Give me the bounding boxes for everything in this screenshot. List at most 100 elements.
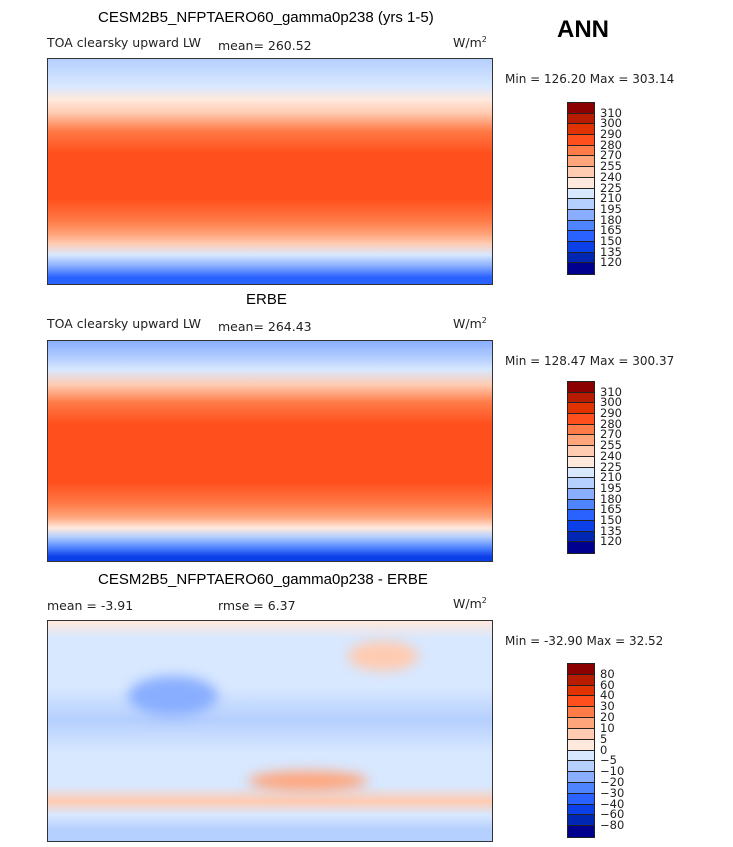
panel2-variable: TOA clearsky upward LW [47, 316, 202, 331]
colorbar-swatch [568, 167, 594, 178]
colorbar-swatch [568, 674, 594, 686]
panel1-title: CESM2B5_NFPTAERO60_gamma0p238 (yrs 1-5) [98, 9, 434, 26]
colorbar-swatch [568, 793, 594, 805]
colorbar-swatch [568, 241, 594, 253]
colorbar-swatch [568, 124, 594, 136]
colorbar-label: 300 [600, 116, 622, 131]
colorbar-swatch [568, 220, 594, 232]
panel3-units: W/m2 [453, 596, 487, 612]
colorbar-label: 165 [600, 223, 622, 238]
colorbar-label: 270 [600, 427, 622, 442]
obs-map [47, 340, 493, 562]
colorbar-swatch [568, 382, 594, 393]
colorbar-label: 20 [600, 710, 615, 725]
colorbar-swatch [568, 488, 594, 500]
colorbar-swatch [568, 467, 594, 479]
colorbar-swatch [568, 696, 594, 708]
colorbar-label: 195 [600, 201, 622, 216]
colorbar-label: −60 [600, 807, 625, 822]
colorbar-label: 280 [600, 137, 622, 152]
colorbar-label: 150 [600, 233, 622, 248]
colorbar-label: −30 [600, 785, 625, 800]
colorbar-label: 310 [600, 105, 622, 120]
colorbar-swatch [568, 664, 594, 675]
panel3-rmse: rmse = 6.37 [218, 598, 296, 613]
colorbar-swatch [568, 446, 594, 457]
panel3-colorbar [567, 663, 595, 838]
colorbar-swatch [568, 728, 594, 740]
panel2-minmax: Min = 128.47 Max = 300.37 [505, 354, 675, 368]
colorbar-swatch [568, 199, 594, 210]
colorbar-label: 180 [600, 491, 622, 506]
colorbar-swatch [568, 103, 594, 114]
colorbar-swatch [568, 542, 594, 553]
colorbar-swatch [568, 414, 594, 425]
difference-map [47, 620, 493, 842]
colorbar-label: 10 [600, 720, 615, 735]
colorbar-swatch [568, 392, 594, 404]
colorbar-label: 80 [600, 666, 615, 681]
colorbar-swatch [568, 478, 594, 489]
colorbar-swatch [568, 815, 594, 827]
colorbar-swatch [568, 750, 594, 762]
panel2-colorbar [567, 381, 595, 554]
colorbar-label: 225 [600, 459, 622, 474]
colorbar-swatch [568, 510, 594, 521]
colorbar-label: 280 [600, 416, 622, 431]
colorbar-label: 225 [600, 180, 622, 195]
panel1-minmax: Min = 126.20 Max = 303.14 [505, 72, 675, 86]
panel3-title: CESM2B5_NFPTAERO60_gamma0p238 - ERBE [98, 571, 428, 588]
colorbar-label: 210 [600, 470, 622, 485]
colorbar-swatch [568, 826, 594, 837]
colorbar-swatch [568, 113, 594, 125]
colorbar-label: 290 [600, 127, 622, 142]
colorbar-label: 210 [600, 191, 622, 206]
panel2-units: W/m2 [453, 316, 487, 332]
colorbar-label: −40 [600, 796, 625, 811]
colorbar-swatch [568, 531, 594, 543]
panel1-colorbar [567, 102, 595, 275]
panel3-mean: mean = -3.91 [47, 598, 134, 613]
colorbar-label: 30 [600, 699, 615, 714]
colorbar-swatch [568, 231, 594, 242]
colorbar-swatch [568, 520, 594, 532]
panel1-variable: TOA clearsky upward LW [47, 35, 202, 50]
colorbar-swatch [568, 804, 594, 816]
colorbar-label: 150 [600, 512, 622, 527]
colorbar-swatch [568, 456, 594, 468]
colorbar-label: 240 [600, 448, 622, 463]
season-label: ANN [557, 16, 609, 43]
colorbar-swatch [568, 424, 594, 436]
colorbar-swatch [568, 435, 594, 447]
colorbar-swatch [568, 252, 594, 264]
colorbar-label: 255 [600, 159, 622, 174]
colorbar-label: 135 [600, 523, 622, 538]
colorbar-label: 60 [600, 677, 615, 692]
colorbar-label: 270 [600, 148, 622, 163]
colorbar-swatch [568, 685, 594, 697]
panel2-title: ERBE [246, 291, 287, 308]
colorbar-label: 255 [600, 438, 622, 453]
colorbar-label: 120 [600, 534, 622, 549]
colorbar-swatch [568, 188, 594, 200]
colorbar-label: 135 [600, 244, 622, 259]
colorbar-swatch [568, 145, 594, 157]
anomaly-region [128, 676, 218, 716]
panel1-mean: mean= 260.52 [218, 38, 312, 53]
colorbar-swatch [568, 177, 594, 189]
colorbar-label: −10 [600, 764, 625, 779]
colorbar-label: −80 [600, 818, 625, 833]
colorbar-swatch [568, 718, 594, 729]
anomaly-region [348, 641, 418, 671]
anomaly-region [248, 771, 368, 791]
colorbar-swatch [568, 782, 594, 794]
colorbar-swatch [568, 739, 594, 751]
colorbar-label: 300 [600, 395, 622, 410]
colorbar-swatch [568, 263, 594, 274]
panel2-mean: mean= 264.43 [218, 319, 312, 334]
colorbar-swatch [568, 403, 594, 415]
model-map [47, 58, 493, 285]
colorbar-swatch [568, 772, 594, 783]
colorbar-label: 195 [600, 480, 622, 495]
